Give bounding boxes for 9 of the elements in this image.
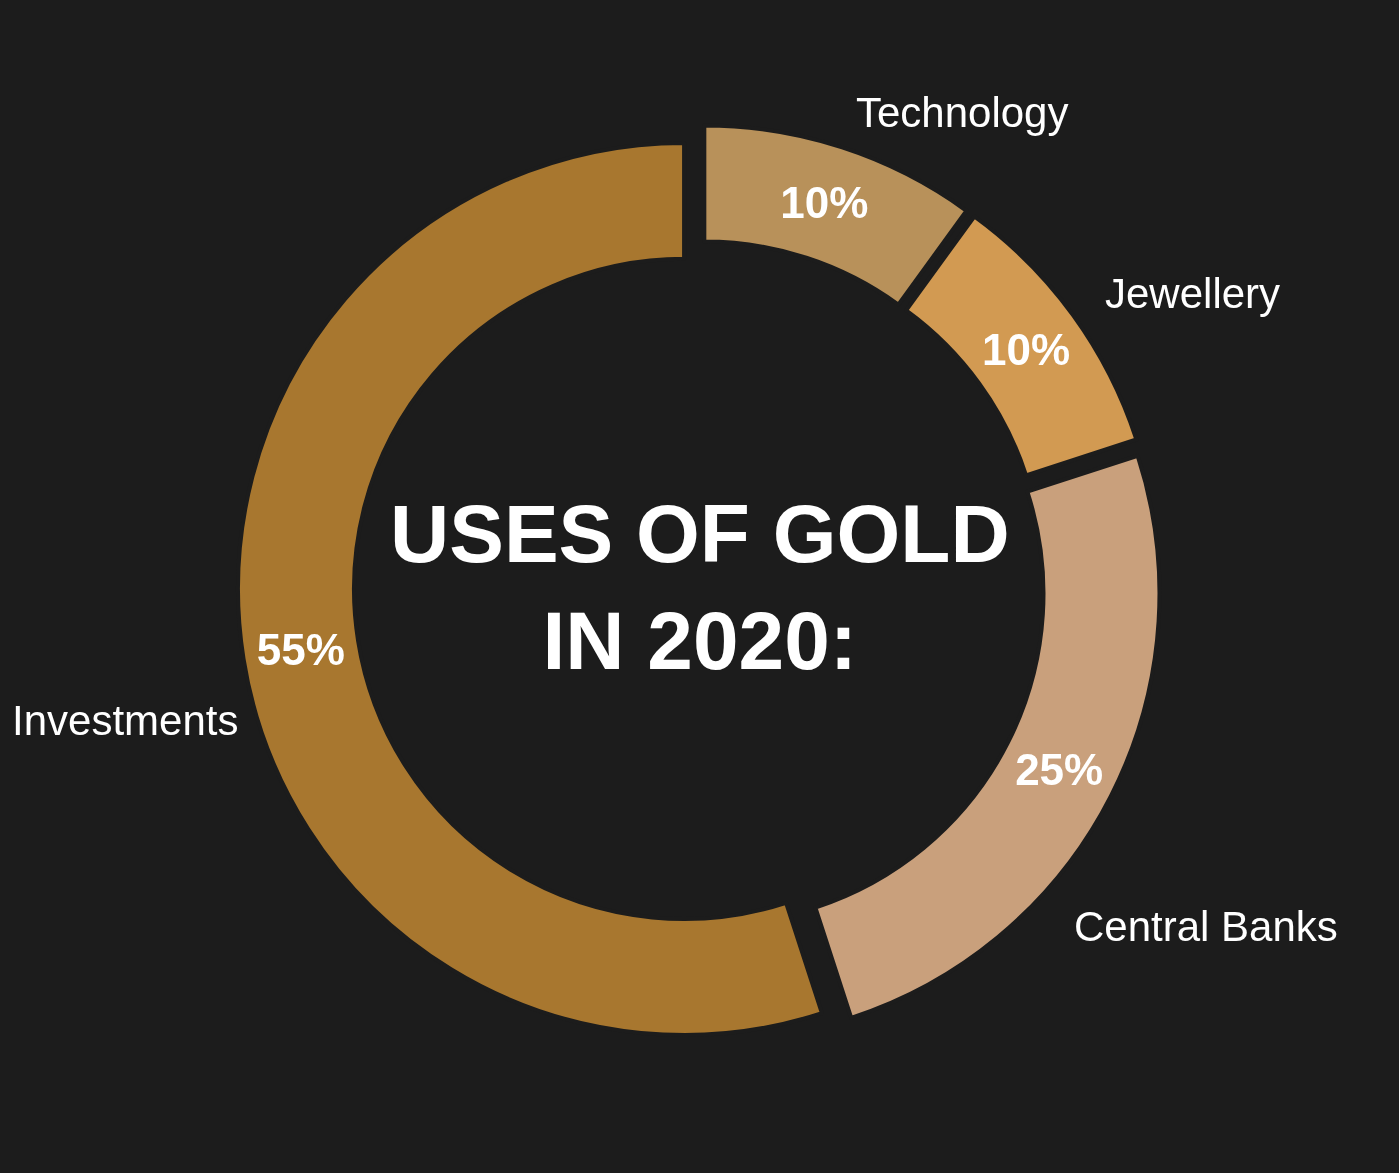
- data-label: 55%: [256, 625, 345, 675]
- slice-label: Jewellery: [1105, 270, 1281, 317]
- text: USES OF GOLD IN 2020:: [390, 488, 1010, 686]
- slice-label: Investments: [12, 697, 239, 744]
- slice-label: Central Banks: [1074, 903, 1338, 950]
- data-label: 10%: [982, 324, 1071, 374]
- data-label: 10%: [780, 178, 869, 228]
- data-label: 25%: [1015, 745, 1104, 795]
- slice-label: Technology: [856, 89, 1069, 136]
